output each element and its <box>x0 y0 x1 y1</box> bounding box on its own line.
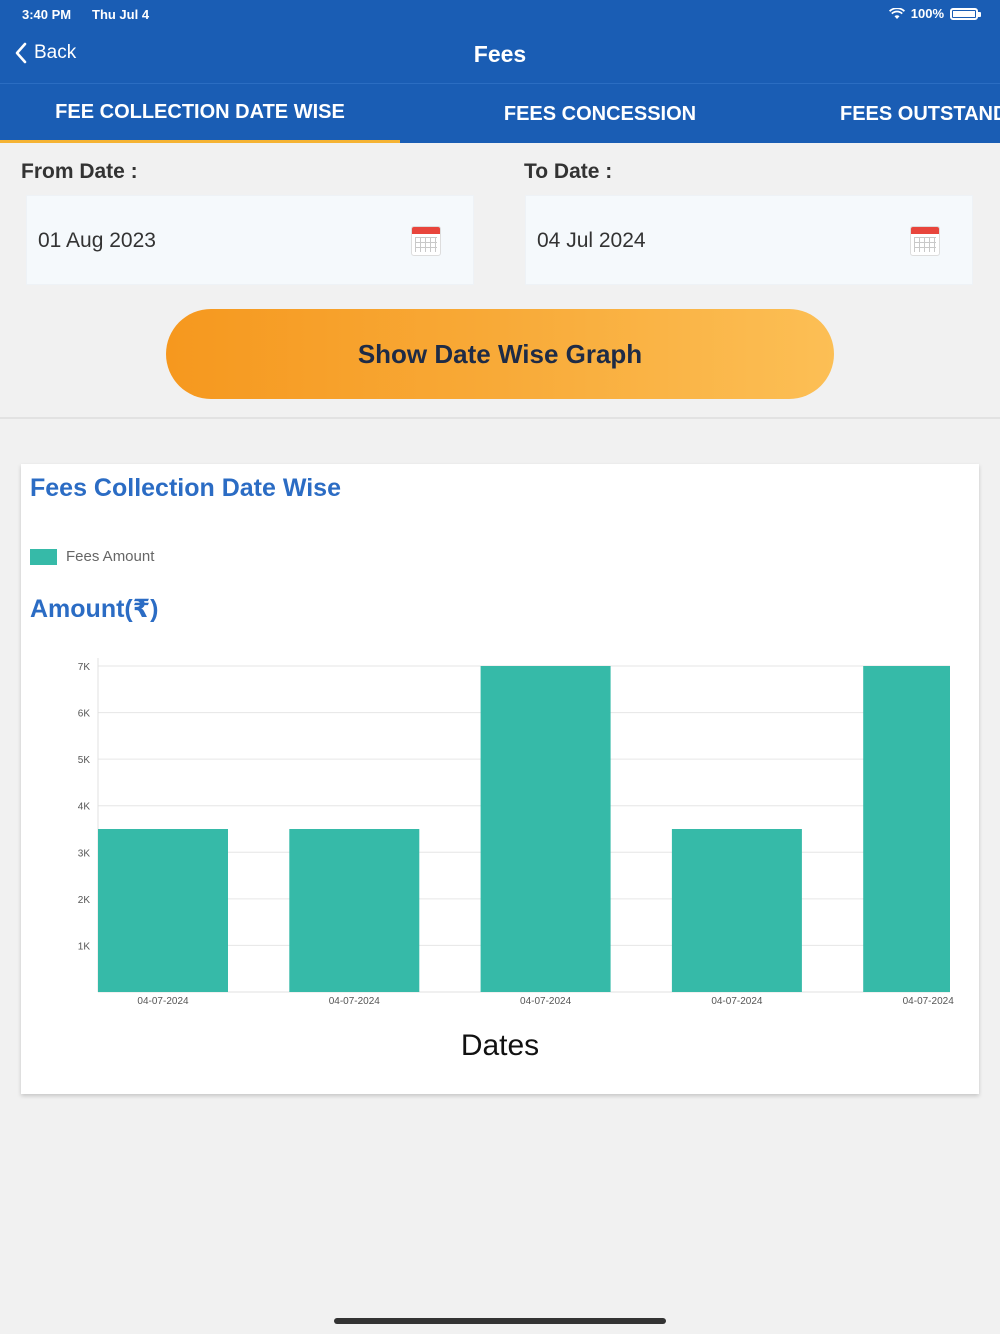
page-title: Fees <box>473 41 527 67</box>
chart-legend: Fees Amount <box>30 548 154 565</box>
legend-swatch <box>30 548 57 565</box>
y-tick-label: 7K <box>78 662 91 673</box>
calendar-icon[interactable] <box>910 226 940 256</box>
chart-card: Fees Collection Date Wise Fees Amount Am… <box>21 464 979 1094</box>
x-tick-label: 04-07-2024 <box>329 996 381 1007</box>
chevron-left-icon <box>15 42 27 64</box>
y-tick-label: 1K <box>78 941 91 952</box>
x-tick-label: 04-07-2024 <box>520 996 572 1007</box>
tab-fee-collection-date-wise[interactable]: FEE COLLECTION DATE WISE <box>0 85 400 143</box>
date-filter-panel: From Date : 01 Aug 2023 To Date : 04 Jul… <box>0 143 1000 419</box>
nav-bar: Fees Back <box>0 30 1000 84</box>
status-time: 3:40 PM <box>22 7 72 22</box>
y-tick-label: 6K <box>78 709 91 720</box>
y-tick-label: 2K <box>78 895 91 906</box>
calendar-icon[interactable] <box>411 226 441 256</box>
bar[interactable] <box>480 666 611 992</box>
chart-title: Fees Collection Date Wise <box>30 474 341 502</box>
x-tick-label: 04-07-2024 <box>711 996 763 1007</box>
y-tick-label: 5K <box>78 755 91 766</box>
status-indicators: 100% <box>888 6 981 21</box>
from-date-field[interactable]: 01 Aug 2023 <box>26 195 474 285</box>
to-date-field[interactable]: 04 Jul 2024 <box>525 195 973 285</box>
bar[interactable] <box>98 829 228 992</box>
back-button[interactable]: Back <box>14 42 76 64</box>
status-bar: 3:40 PM Thu Jul 4 100% <box>0 0 1000 30</box>
legend-label: Fees Amount <box>66 548 155 565</box>
from-date-label: From Date : <box>21 160 138 183</box>
bar[interactable] <box>289 829 420 992</box>
y-axis-label: Amount(₹) <box>30 595 159 623</box>
from-date-value: 01 Aug 2023 <box>38 229 156 252</box>
tab-bar: FEE COLLECTION DATE WISE FEES CONCESSION… <box>0 85 1000 143</box>
battery-icon <box>950 7 981 20</box>
x-tick-label: 04-07-2024 <box>137 996 189 1007</box>
status-date: Thu Jul 4 <box>92 7 150 22</box>
bar-chart: 1K 2K 3K 4K 5K 6K 7K 04-07-2024 04-07-2024 04-07-… <box>78 658 955 1007</box>
back-label: Back <box>34 42 77 63</box>
show-date-wise-graph-button[interactable]: Show Date Wise Graph <box>166 309 834 399</box>
battery-percent: 100% <box>910 6 944 21</box>
x-tick-label: 04-07-2024 <box>903 996 955 1007</box>
tab-fees-concession[interactable]: FEES CONCESSION <box>503 102 697 125</box>
app-header: 3:40 PM Thu Jul 4 100% Fees Back FEE COL… <box>0 0 1000 143</box>
x-axis-label: Dates <box>460 1029 540 1062</box>
y-tick-label: 3K <box>78 848 91 859</box>
to-date-value: 04 Jul 2024 <box>537 229 646 252</box>
y-tick-label: 4K <box>78 802 91 813</box>
home-indicator <box>334 1318 666 1324</box>
to-date-label: To Date : <box>524 160 613 183</box>
tab-fees-outstanding[interactable]: FEES OUTSTANDING <box>840 102 1000 125</box>
wifi-icon <box>888 7 905 19</box>
bar[interactable] <box>671 829 802 992</box>
bar[interactable] <box>863 666 950 992</box>
